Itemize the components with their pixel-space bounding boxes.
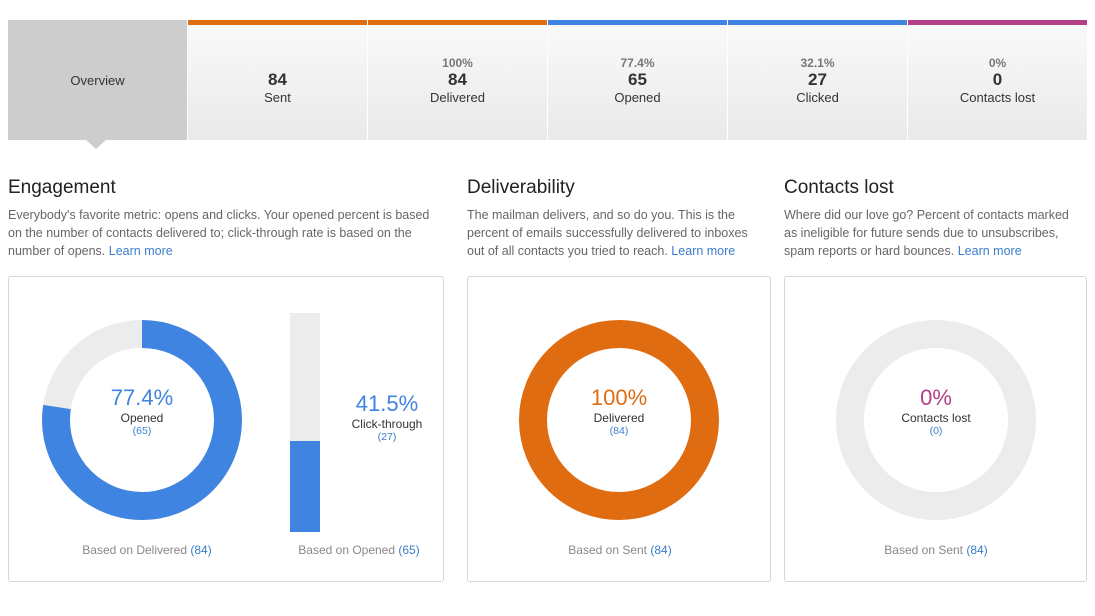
tab-opened[interactable]: 77.4% 65 Opened	[548, 20, 728, 140]
tab-lost-percent: 0%	[988, 55, 1007, 70]
contacts-lost-section: Contacts lost Where did our love go? Per…	[784, 176, 1084, 260]
opened-label: Opened	[120, 411, 164, 425]
engagement-learn-more-link[interactable]: Learn more	[108, 244, 173, 258]
tab-clicked-label: Clicked	[796, 89, 839, 105]
clickthrough-footer-text: Based on Opened	[298, 543, 396, 557]
contacts-lost-learn-more-link[interactable]: Learn more	[957, 244, 1022, 258]
delivered-footer-count[interactable]: (84)	[650, 543, 672, 557]
delivered-donut-arc	[519, 320, 719, 520]
engagement-description-text: Everybody's favorite metric: opens and c…	[8, 208, 430, 258]
lost-footer: Based on Sent (84)	[836, 543, 1036, 557]
engagement-title: Engagement	[8, 177, 116, 198]
tab-opened-percent: 77.4%	[620, 55, 655, 70]
lost-donut-labels: 0% Contacts lost (0)	[866, 385, 1006, 438]
tab-lost-label: Contacts lost	[959, 89, 1036, 105]
engagement-panel: 77.4% Opened (65) Based on Delivered (84…	[8, 276, 444, 582]
tab-sent-number: 84	[268, 69, 287, 89]
summary-tabs: Overview 84 Sent 100% 84 Delivered 77.4%…	[8, 20, 1087, 140]
clickthrough-percent: 41.5%	[355, 391, 419, 416]
tab-delivered-label: Delivered	[430, 89, 485, 105]
engagement-section: Engagement Everybody's favorite metric: …	[8, 176, 438, 260]
delivered-percent: 100%	[590, 385, 648, 410]
tab-overview-label: Overview	[70, 72, 125, 88]
opened-donut-arc	[42, 320, 242, 520]
lost-footer-count[interactable]: (84)	[966, 543, 988, 557]
delivered-count: (84)	[609, 425, 629, 437]
tab-opened-number: 65	[628, 69, 647, 89]
tab-delivered-color-bar	[368, 20, 547, 25]
contacts-lost-panel: 0% Contacts lost (0) Based on Sent (84)	[784, 276, 1087, 582]
tab-opened-color-bar	[548, 20, 727, 25]
lost-count: (0)	[929, 425, 943, 437]
deliverability-section: Deliverability The mailman delivers, and…	[467, 176, 767, 260]
opened-footer-text: Based on Delivered	[82, 543, 188, 557]
lost-percent: 0%	[920, 385, 952, 410]
lost-donut-chart	[836, 320, 1036, 520]
opened-donut-chart	[42, 320, 242, 520]
opened-count: (65)	[132, 425, 152, 437]
active-tab-pointer	[86, 140, 106, 149]
tab-sent-color-bar	[188, 20, 367, 25]
clickthrough-bar-fill	[290, 441, 320, 532]
opened-footer: Based on Delivered (84)	[47, 543, 247, 557]
lost-label: Contacts lost	[901, 411, 971, 425]
tab-clicked-number: 27	[808, 69, 827, 89]
tab-lost-color-bar	[908, 20, 1087, 25]
contacts-lost-description: Where did our love go? Percent of contac…	[784, 206, 1084, 260]
lost-donut-track	[836, 320, 1036, 520]
delivered-label: Delivered	[593, 411, 645, 425]
delivered-footer: Based on Sent (84)	[520, 543, 720, 557]
deliverability-description-text: The mailman delivers, and so do you. Thi…	[467, 208, 748, 258]
deliverability-title: Deliverability	[467, 177, 575, 198]
tab-contacts-lost[interactable]: 0% 0 Contacts lost	[908, 20, 1087, 140]
clickthrough-count: (27)	[377, 431, 397, 443]
tab-clicked-percent: 32.1%	[800, 55, 835, 70]
tab-overview[interactable]: Overview	[8, 20, 188, 140]
tab-lost-number: 0	[992, 69, 1003, 89]
delivered-donut-chart	[519, 320, 719, 520]
opened-donut-labels: 77.4% Opened (65)	[72, 385, 212, 438]
delivered-donut-labels: 100% Delivered (84)	[549, 385, 689, 438]
clickthrough-bar-track	[290, 313, 320, 532]
contacts-lost-title: Contacts lost	[784, 177, 894, 198]
clickthrough-labels: 41.5% Click-through (27)	[317, 391, 457, 444]
deliverability-learn-more-link[interactable]: Learn more	[671, 244, 736, 258]
tab-clicked-color-bar	[728, 20, 907, 25]
tab-delivered[interactable]: 100% 84 Delivered	[368, 20, 548, 140]
tab-clicked[interactable]: 32.1% 27 Clicked	[728, 20, 908, 140]
clickthrough-label: Click-through	[351, 417, 423, 431]
deliverability-panel: 100% Delivered (84) Based on Sent (84)	[467, 276, 771, 582]
tab-sent-label: Sent	[264, 89, 291, 105]
tab-delivered-percent: 100%	[442, 55, 473, 70]
delivered-footer-text: Based on Sent	[568, 543, 648, 557]
lost-footer-text: Based on Sent	[884, 543, 964, 557]
opened-footer-count[interactable]: (84)	[190, 543, 212, 557]
engagement-description: Everybody's favorite metric: opens and c…	[8, 206, 438, 260]
clickthrough-footer: Based on Opened (65)	[259, 543, 459, 557]
clickthrough-footer-count[interactable]: (65)	[398, 543, 420, 557]
tab-delivered-number: 84	[448, 69, 467, 89]
deliverability-description: The mailman delivers, and so do you. Thi…	[467, 206, 767, 260]
contacts-lost-description-text: Where did our love go? Percent of contac…	[784, 208, 1069, 258]
opened-percent: 77.4%	[110, 385, 174, 410]
tab-sent[interactable]: 84 Sent	[188, 20, 368, 140]
tab-opened-label: Opened	[614, 89, 661, 105]
